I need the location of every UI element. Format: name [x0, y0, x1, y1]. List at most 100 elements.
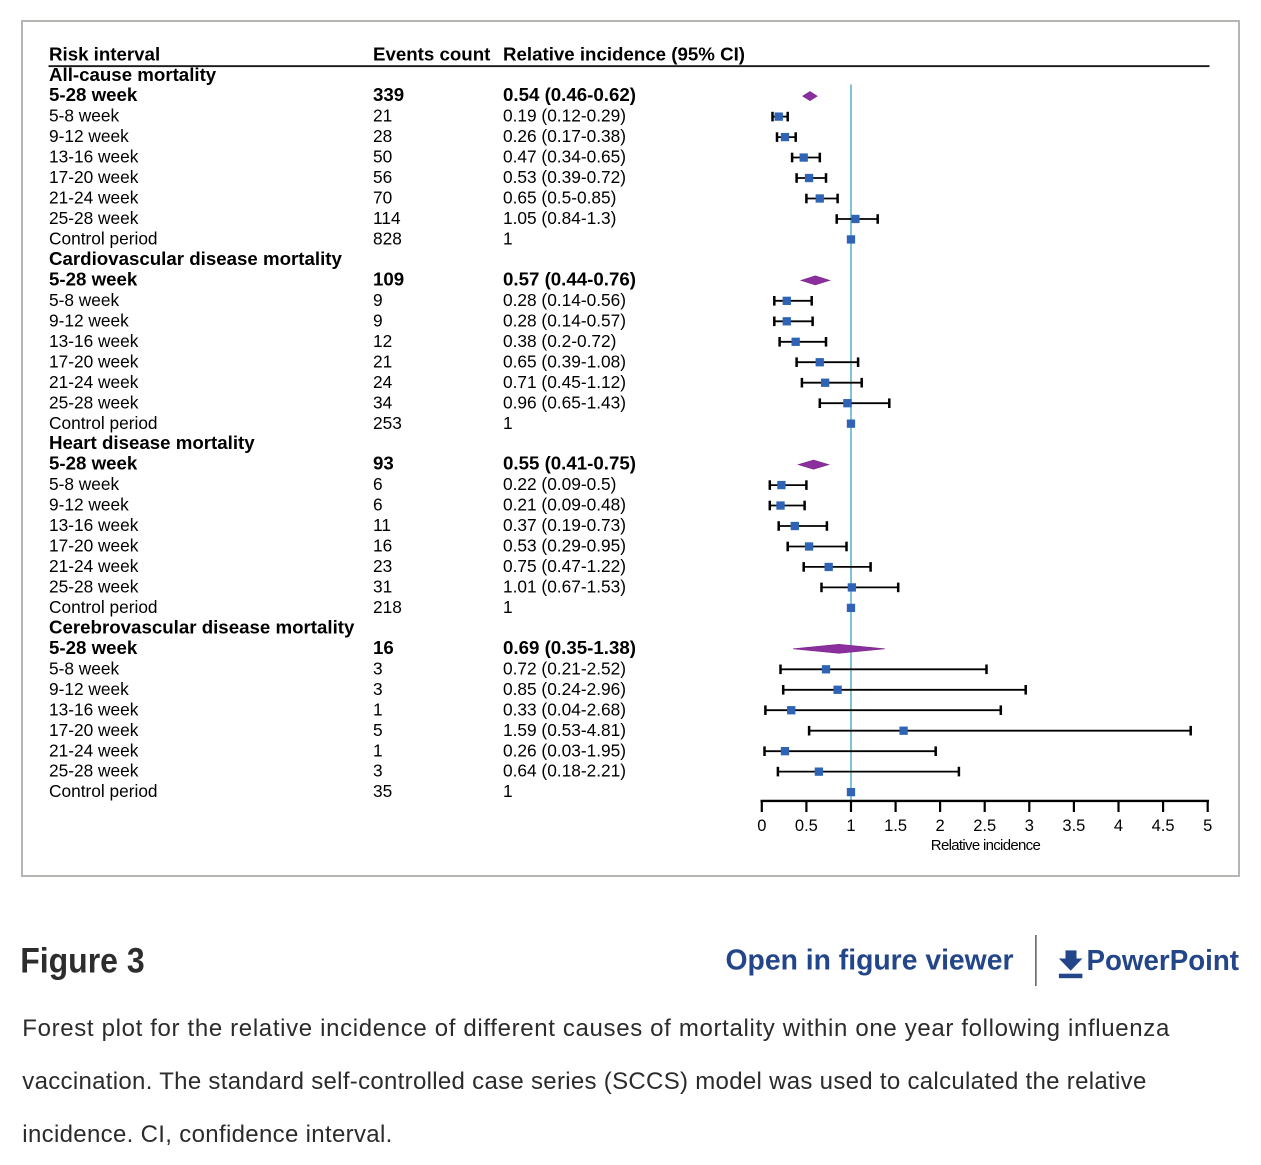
svg-text:828: 828: [373, 229, 402, 249]
svg-text:0.53 (0.39-0.72): 0.53 (0.39-0.72): [503, 167, 626, 187]
svg-text:25-28 week: 25-28 week: [49, 577, 139, 597]
svg-text:0.37 (0.19-0.73): 0.37 (0.19-0.73): [503, 515, 626, 535]
svg-text:0.55 (0.41-0.75): 0.55 (0.41-0.75): [503, 453, 636, 474]
svg-text:0.26 (0.17-0.38): 0.26 (0.17-0.38): [503, 126, 626, 146]
svg-text:1: 1: [846, 817, 855, 835]
svg-text:50: 50: [373, 147, 392, 167]
svg-text:21-24 week: 21-24 week: [49, 188, 139, 208]
svg-text:5-28 week: 5-28 week: [49, 84, 138, 105]
svg-text:0.53 (0.29-0.95): 0.53 (0.29-0.95): [503, 536, 626, 556]
svg-text:11: 11: [373, 515, 391, 535]
svg-text:3: 3: [373, 679, 383, 699]
svg-text:0.5: 0.5: [795, 817, 818, 835]
svg-text:9-12 week: 9-12 week: [49, 679, 129, 699]
svg-text:1.05 (0.84-1.3): 1.05 (0.84-1.3): [503, 208, 616, 228]
svg-text:0.38 (0.2-0.72): 0.38 (0.2-0.72): [503, 331, 616, 351]
svg-text:34: 34: [373, 392, 393, 412]
svg-text:3: 3: [373, 658, 383, 678]
svg-text:17-20 week: 17-20 week: [49, 351, 139, 371]
svg-text:1: 1: [373, 699, 383, 719]
svg-text:56: 56: [373, 167, 392, 187]
svg-text:0.28 (0.14-0.56): 0.28 (0.14-0.56): [503, 290, 626, 310]
svg-text:0.85 (0.24-2.96): 0.85 (0.24-2.96): [503, 679, 626, 699]
svg-text:0.65 (0.5-0.85): 0.65 (0.5-0.85): [503, 188, 616, 208]
svg-text:25-28 week: 25-28 week: [49, 208, 139, 228]
svg-text:3.5: 3.5: [1062, 817, 1085, 835]
svg-text:21: 21: [373, 351, 392, 371]
svg-text:16: 16: [373, 536, 392, 556]
svg-text:1: 1: [503, 781, 513, 801]
svg-text:0.75 (0.47-1.22): 0.75 (0.47-1.22): [503, 556, 626, 576]
svg-text:Figure 3: Figure 3: [20, 941, 145, 981]
svg-text:Cerebrovascular disease mortal: Cerebrovascular disease mortality: [49, 617, 355, 638]
svg-text:0.26 (0.03-1.95): 0.26 (0.03-1.95): [503, 740, 626, 760]
svg-text:9-12 week: 9-12 week: [49, 495, 129, 515]
svg-text:6: 6: [373, 474, 383, 494]
svg-text:17-20 week: 17-20 week: [49, 167, 139, 187]
svg-text:1.59 (0.53-4.81): 1.59 (0.53-4.81): [503, 720, 626, 740]
svg-text:Forest plot for the relative i: Forest plot for the relative incidence o…: [22, 1015, 1170, 1042]
svg-text:Relative incidence: Relative incidence: [931, 837, 1041, 854]
svg-text:0.28 (0.14-0.57): 0.28 (0.14-0.57): [503, 310, 626, 330]
svg-text:4.5: 4.5: [1152, 817, 1175, 835]
svg-text:6: 6: [373, 495, 383, 515]
svg-text:5-28 week: 5-28 week: [49, 269, 138, 290]
svg-text:0.57 (0.44-0.76): 0.57 (0.44-0.76): [503, 269, 636, 290]
svg-text:All-cause mortality: All-cause mortality: [49, 64, 217, 85]
svg-text:3: 3: [373, 761, 383, 781]
svg-text:21-24 week: 21-24 week: [49, 372, 139, 392]
svg-text:9-12 week: 9-12 week: [49, 126, 129, 146]
svg-text:0.33 (0.04-2.68): 0.33 (0.04-2.68): [503, 699, 626, 719]
svg-text:0.69 (0.35-1.38): 0.69 (0.35-1.38): [503, 637, 636, 658]
svg-text:2.5: 2.5: [973, 817, 996, 835]
svg-text:Open in figure viewer: Open in figure viewer: [726, 945, 1014, 977]
svg-text:1.01 (0.67-1.53): 1.01 (0.67-1.53): [503, 577, 626, 597]
svg-text:9-12 week: 9-12 week: [49, 310, 129, 330]
svg-text:Cardiovascular disease mortali: Cardiovascular disease mortality: [49, 248, 343, 269]
svg-text:23: 23: [373, 556, 392, 576]
svg-text:21: 21: [373, 106, 392, 126]
svg-text:28: 28: [373, 126, 392, 146]
svg-text:13-16 week: 13-16 week: [49, 147, 139, 167]
svg-text:Events count: Events count: [373, 43, 490, 64]
svg-text:5-8 week: 5-8 week: [49, 658, 119, 678]
svg-text:218: 218: [373, 597, 402, 617]
svg-text:21-24 week: 21-24 week: [49, 740, 139, 760]
svg-text:9: 9: [373, 310, 383, 330]
svg-text:0.21 (0.09-0.48): 0.21 (0.09-0.48): [503, 495, 626, 515]
svg-text:5-8 week: 5-8 week: [49, 474, 119, 494]
svg-text:5-28 week: 5-28 week: [49, 637, 138, 658]
svg-text:0.72 (0.21-2.52): 0.72 (0.21-2.52): [503, 658, 626, 678]
svg-text:253: 253: [373, 413, 402, 433]
svg-text:Relative incidence (95% CI): Relative incidence (95% CI): [503, 43, 745, 64]
svg-text:35: 35: [373, 781, 392, 801]
svg-text:4: 4: [1114, 817, 1123, 835]
svg-text:Control period: Control period: [49, 597, 158, 617]
svg-text:17-20 week: 17-20 week: [49, 720, 139, 740]
svg-text:9: 9: [373, 290, 383, 310]
svg-text:2: 2: [936, 817, 945, 835]
svg-text:0.71 (0.45-1.12): 0.71 (0.45-1.12): [503, 372, 626, 392]
svg-text:0.19 (0.12-0.29): 0.19 (0.12-0.29): [503, 106, 626, 126]
svg-text:Control period: Control period: [49, 413, 158, 433]
svg-text:21-24 week: 21-24 week: [49, 556, 139, 576]
svg-text:5-8 week: 5-8 week: [49, 290, 119, 310]
svg-text:13-16 week: 13-16 week: [49, 515, 139, 535]
svg-text:Control period: Control period: [49, 781, 158, 801]
svg-text:5-8 week: 5-8 week: [49, 106, 119, 126]
svg-text:PowerPoint: PowerPoint: [1087, 945, 1240, 977]
svg-text:0.64 (0.18-2.21): 0.64 (0.18-2.21): [503, 761, 626, 781]
svg-text:0.22 (0.09-0.5): 0.22 (0.09-0.5): [503, 474, 616, 494]
svg-text:Risk interval: Risk interval: [49, 43, 160, 64]
svg-text:17-20 week: 17-20 week: [49, 536, 139, 556]
svg-text:0.54 (0.46-0.62): 0.54 (0.46-0.62): [503, 84, 636, 105]
svg-text:5-28 week: 5-28 week: [49, 453, 138, 474]
svg-text:Control period: Control period: [49, 229, 158, 249]
svg-text:25-28 week: 25-28 week: [49, 392, 139, 412]
svg-text:31: 31: [373, 577, 392, 597]
svg-text:70: 70: [373, 188, 392, 208]
svg-text:93: 93: [373, 453, 394, 474]
svg-text:13-16 week: 13-16 week: [49, 331, 139, 351]
svg-text:Heart disease mortality: Heart disease mortality: [49, 432, 255, 453]
svg-text:1.5: 1.5: [884, 817, 907, 835]
